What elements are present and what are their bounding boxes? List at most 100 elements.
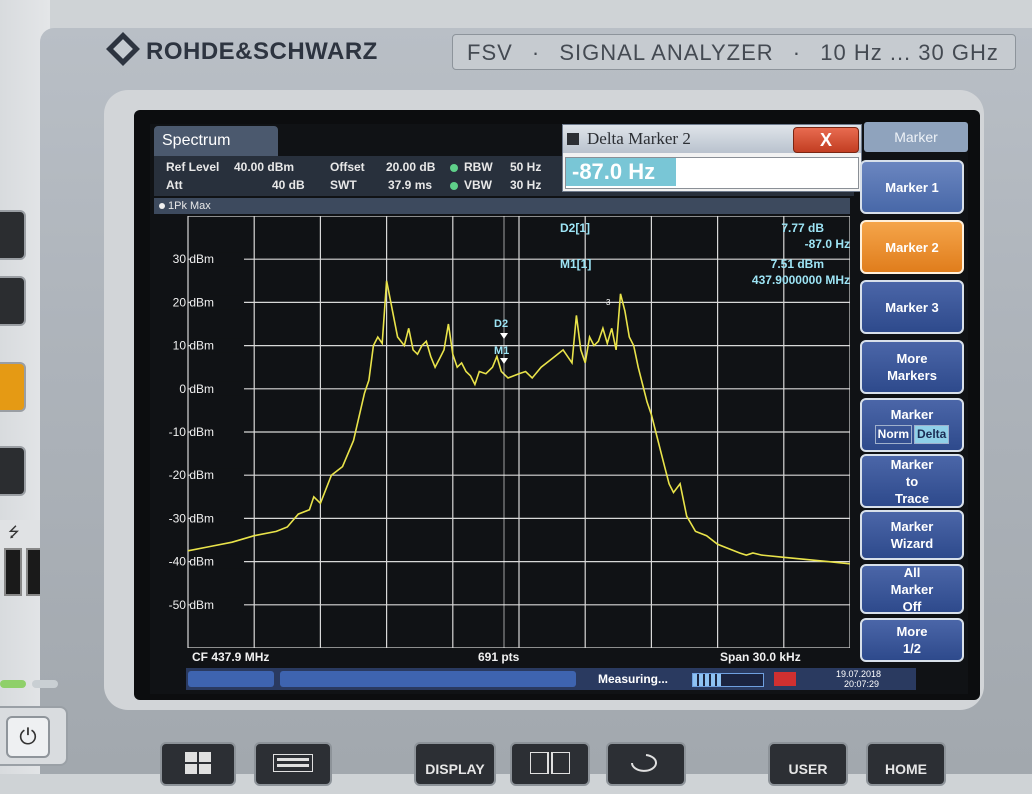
keyboard-key[interactable] <box>254 742 332 786</box>
display-area <box>150 124 968 694</box>
model-strip: FSV · SIGNAL ANALYZER · 10 Hz ... 30 GHz <box>452 34 1016 70</box>
softkey-marker-3[interactable]: Marker 3 <box>860 280 964 334</box>
delta-marker-input[interactable]: -87.0 Hz <box>565 157 859 189</box>
m1-readout-label: M1[1] <box>560 257 591 271</box>
y-tick-label-bg <box>190 252 244 267</box>
led-off <box>32 680 58 688</box>
status-bar: Measuring... 19.07.2018 20:07:29 <box>186 668 916 690</box>
swt-label: SWT <box>330 178 357 192</box>
undo-key[interactable] <box>606 742 686 786</box>
ref-level-value: 40.00 dBm <box>234 160 295 174</box>
y-axis-labels: 30 dBm 20 dBm 10 dBm 0 dBm -10 dBm -20 dBm -30… <box>169 252 244 612</box>
led-green <box>0 680 26 688</box>
display-key[interactable]: DISPLAY <box>414 742 496 786</box>
softkey-marker-norm-delta[interactable]: Marker Norm Delta <box>860 398 964 452</box>
y-tick-label: 30 dBm <box>173 252 214 266</box>
d2-readout-level: 7.77 dB <box>781 221 824 235</box>
y-tick-label-bg <box>190 597 244 612</box>
m1-marker-icon <box>500 358 508 364</box>
softkey-more[interactable]: More 1/2 <box>860 618 964 662</box>
offset-label: Offset <box>330 160 365 174</box>
vbw-coupled-icon <box>450 182 458 190</box>
user-key[interactable]: USER <box>768 742 848 786</box>
status-time: 20:07:29 <box>844 679 880 689</box>
vbw-label: VBW <box>464 178 492 192</box>
usb-slot <box>4 548 22 596</box>
y-tick-label-bg <box>190 295 244 310</box>
model-name: FSV <box>467 40 513 65</box>
swt-value: 37.9 ms <box>388 178 433 192</box>
y-tick-label-bg <box>190 468 244 483</box>
model-type: SIGNAL ANALYZER <box>559 40 774 65</box>
softkey-marker-1[interactable]: Marker 1 <box>860 160 964 214</box>
delta-option[interactable]: Delta <box>914 425 950 444</box>
softkey-marker-to-trace[interactable]: Marker to Trace <box>860 454 964 508</box>
close-button[interactable]: X <box>793 127 859 153</box>
rbw-value: 50 Hz <box>510 160 542 174</box>
offset-value: 20.00 dB <box>386 160 436 174</box>
trace-line <box>187 280 850 565</box>
softkey-more-markers[interactable]: More Markers <box>860 340 964 394</box>
rbw-label: RBW <box>464 160 493 174</box>
y-tick-label-bg <box>190 554 244 569</box>
m1-marker-label: M1 <box>494 345 509 357</box>
center-frequency: CF 437.9 MHz <box>192 650 270 664</box>
side-key-orange[interactable] <box>0 362 26 412</box>
m1-readout-level: 7.51 dBm <box>771 257 824 271</box>
y-tick-label: 20 dBm <box>173 295 214 309</box>
delta-marker-input-value: -87.0 Hz <box>566 158 676 186</box>
softkey-marker-2[interactable]: Marker 2 <box>860 220 964 274</box>
side-key[interactable] <box>0 276 26 326</box>
y-tick-label: 0 dBm <box>179 382 214 396</box>
progress-fill <box>693 674 721 686</box>
dialog-icon <box>567 133 579 145</box>
y-tick-label-bg <box>190 381 244 396</box>
y-tick-label: -40 dBm <box>169 555 214 569</box>
y-tick-label: -20 dBm <box>169 468 214 482</box>
d2-marker-icon <box>500 333 508 339</box>
undo-icon <box>631 754 657 772</box>
usb-icon: ⭍ <box>8 524 20 540</box>
d2-marker-label: D2 <box>494 318 508 330</box>
d2-readout-offset: -87.0 Hz <box>805 237 850 251</box>
y-tick-label: -50 dBm <box>169 598 214 612</box>
windows-key[interactable] <box>160 742 236 786</box>
keyboard-icon <box>273 754 313 772</box>
y-tick-label: -10 dBm <box>169 425 214 439</box>
vbw-value: 30 Hz <box>510 178 542 192</box>
rbw-coupled-icon <box>450 164 458 172</box>
side-key[interactable] <box>0 446 26 496</box>
softkey-all-marker-off[interactable]: All Marker Off <box>860 564 964 614</box>
att-label: Att <box>166 178 183 192</box>
model-range: 10 Hz ... 30 GHz <box>820 40 999 65</box>
y-tick-label-bg <box>190 425 244 439</box>
measuring-status: Measuring... <box>598 672 669 686</box>
overload-icon <box>774 672 796 686</box>
side-key[interactable] <box>0 210 26 260</box>
y-tick-label-bg <box>190 511 244 526</box>
power-panel: ⏻ <box>0 706 68 766</box>
delta-marker-dialog: Delta Marker 2 X -87.0 Hz <box>562 124 862 192</box>
y-tick-label: 10 dBm <box>173 339 214 353</box>
plot-footer: CF 437.9 MHz 691 pts Span 30.0 kHz <box>186 648 826 666</box>
progress-bar <box>692 673 764 687</box>
trace-label: 1Pk Max <box>168 200 211 212</box>
softkey-marker-wizard[interactable]: Marker Wizard <box>860 510 964 560</box>
split-screen-icon <box>530 752 570 774</box>
ref-level-label: Ref Level <box>166 160 220 174</box>
spectrum-plot[interactable]: 30 dBm 20 dBm 10 dBm 0 dBm -10 dBm -20 dBm -30… <box>160 216 850 648</box>
home-key[interactable]: HOME <box>866 742 946 786</box>
y-tick-label-bg <box>190 338 244 353</box>
status-segment <box>188 671 274 687</box>
trace-bar: 1Pk Max <box>154 198 850 214</box>
sweep-points: 691 pts <box>478 650 520 664</box>
windows-icon <box>185 752 211 774</box>
norm-option[interactable]: Norm <box>874 425 912 444</box>
split-screen-key[interactable] <box>510 742 590 786</box>
tab-spectrum[interactable]: Spectrum <box>154 126 278 156</box>
trace-indicator-icon <box>159 203 165 209</box>
brand-logo-icon <box>106 32 140 66</box>
y-tick-label: -30 dBm <box>169 511 214 525</box>
power-button[interactable]: ⏻ <box>6 716 50 758</box>
softkey-title: Marker <box>864 122 968 152</box>
